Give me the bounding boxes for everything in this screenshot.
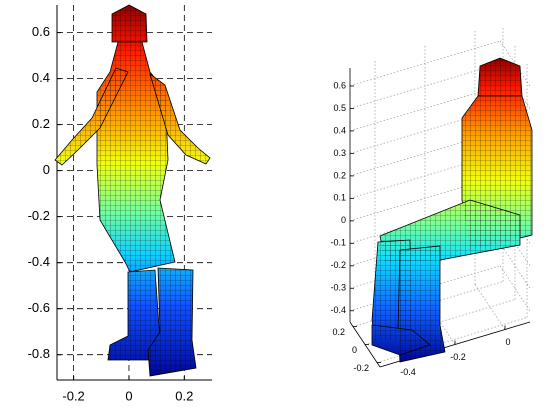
x-tick-label: -0.2 (62, 388, 84, 403)
grid-line (350, 41, 500, 86)
y-tick-label: 0 (43, 162, 50, 177)
z-tick-label: 0.4 (333, 125, 346, 135)
z-tick-label: 0.1 (333, 193, 346, 203)
z-tick-label: 0.5 (333, 103, 346, 113)
y-tick-label: 0 (352, 345, 357, 355)
x-tick-label: 0.2 (175, 388, 193, 403)
z-tick-label: 0.2 (333, 170, 346, 180)
y-tick-label: 0.6 (32, 24, 50, 39)
z-tick-label: 0 (341, 215, 346, 225)
y-tick-label: -0.6 (28, 300, 50, 315)
y-tick-label: -0.2 (28, 208, 50, 223)
z-tick-label: 0.6 (333, 80, 346, 90)
z-tick-label: -0.4 (330, 305, 346, 315)
y-tick-label: 0.4 (32, 70, 50, 85)
x-tick-label: 0 (125, 388, 132, 403)
y-tick-label: 0.2 (32, 116, 50, 131)
x-tick-label: -0.4 (400, 367, 416, 377)
y-tick-label: -0.2 (353, 363, 369, 373)
figure: 0.6 0.4 0.2 0 -0.2 -0.4 -0.6 -0.8 -0.2 0 0.2 0.6 0.… (0, 0, 553, 417)
z-tick-label: -0.1 (330, 238, 346, 248)
y-tick-label: -0.4 (28, 254, 50, 269)
body-mesh-seated (372, 58, 532, 362)
y-tick-label: -0.8 (28, 346, 50, 361)
z-tick-label: -0.3 (330, 283, 346, 293)
y-tick-label: 0.2 (332, 327, 345, 337)
z-tick-label: -0.2 (330, 260, 346, 270)
z-tick-label: 0.3 (333, 148, 346, 158)
x-tick-label: 0 (505, 337, 510, 347)
page: 0.6 0.4 0.2 0 -0.2 -0.4 -0.6 -0.8 -0.2 0 0.2 0.6 0.… (0, 0, 553, 417)
body-mesh-standing (55, 5, 210, 376)
x-tick-label: -0.2 (450, 352, 466, 362)
